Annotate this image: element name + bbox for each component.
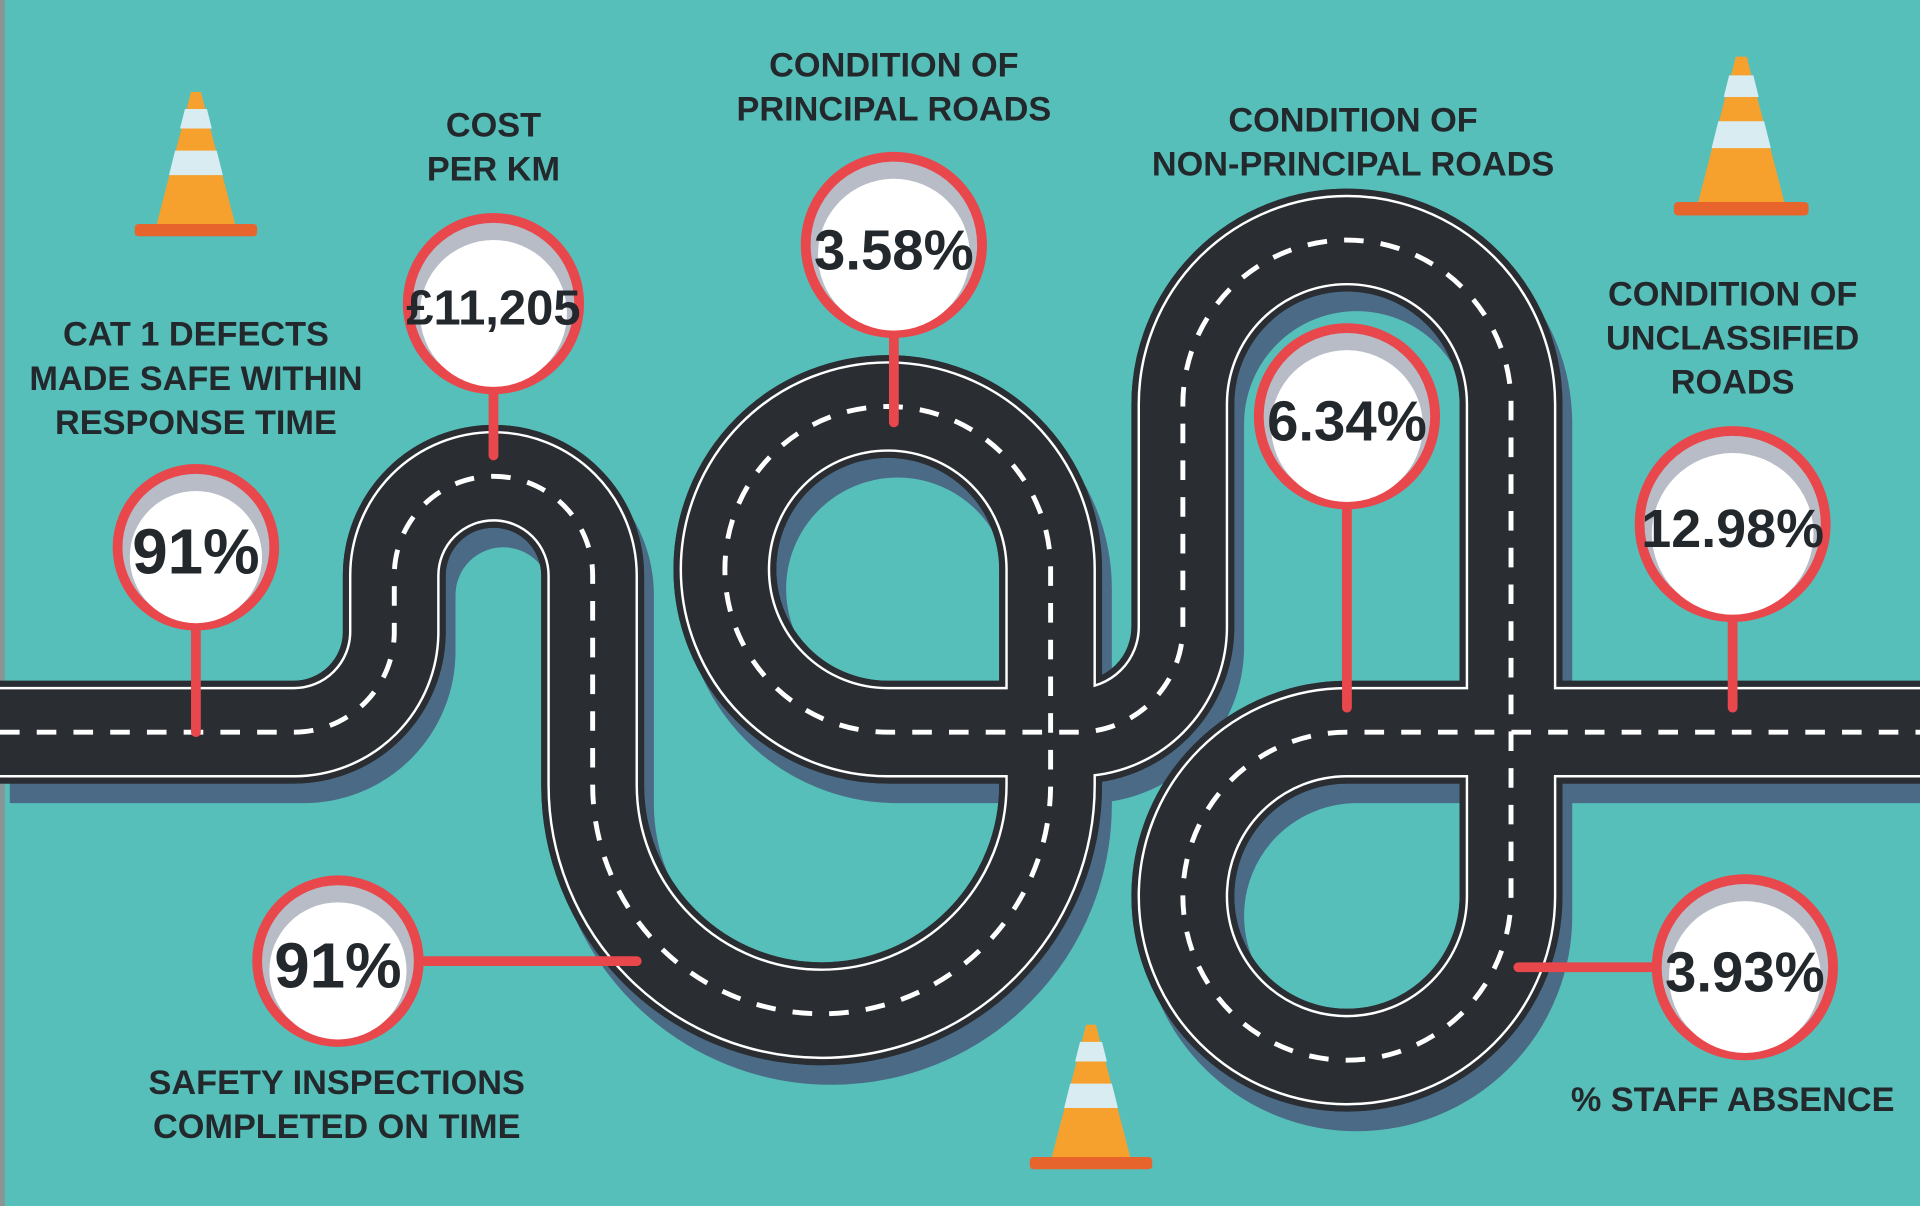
cone-stripe [1064,1084,1118,1108]
metric-value: 91% [274,931,401,1002]
cone-stripe [169,151,223,175]
metric-label: PRINCIPAL ROADS [736,90,1051,128]
cone-stripe [1075,1042,1107,1062]
metric-label: CONDITION OF [769,46,1018,84]
cone-base [1674,202,1809,215]
metric-label: COMPLETED ON TIME [153,1108,520,1146]
metric-value: 12.98% [1641,499,1824,559]
metric-label: MADE SAFE WITHIN [29,360,362,398]
metric-label: RESPONSE TIME [55,404,337,442]
metric-label: COST [446,106,541,144]
left-border [0,0,5,1206]
infographic: 91% CAT 1 DEFECTS MADE SAFE WITHIN RESPONSE… [0,0,1920,1206]
cone-stripe [180,109,212,129]
cone-stripe [1712,121,1771,148]
cone-base [135,224,257,236]
metric-label: CONDITION OF [1228,102,1477,140]
metric-label: ROADS [1671,364,1795,402]
metric-label: % STAFF ABSENCE [1571,1081,1895,1119]
metric-value: 3.58% [814,218,974,281]
metric-value: £11,205 [406,282,580,336]
cone-base [1030,1157,1152,1169]
metric-label: UNCLASSIFIED [1606,319,1859,357]
metric-label: CONDITION OF [1608,275,1857,313]
metric-label: SAFETY INSPECTIONS [149,1064,525,1102]
metric-value: 91% [132,517,259,588]
metric-value: 3.93% [1665,941,1825,1004]
metric-label: NON-PRINCIPAL ROADS [1152,146,1554,184]
metric-label: CAT 1 DEFECTS [63,316,329,354]
metric-label: PER KM [427,150,560,188]
cone-stripe [1724,75,1759,97]
metric-value: 6.34% [1267,390,1427,453]
page: 91% CAT 1 DEFECTS MADE SAFE WITHIN RESPONSE… [0,0,1920,1206]
